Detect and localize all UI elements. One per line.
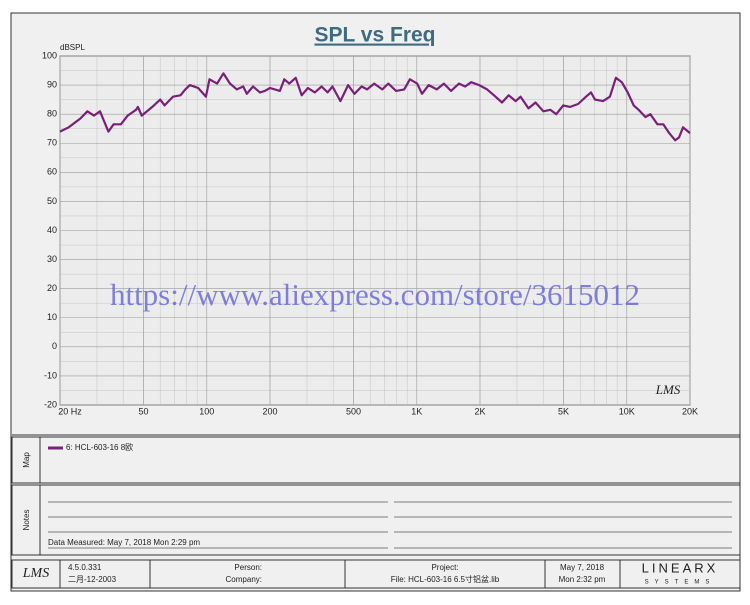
note-lines (48, 501, 732, 549)
notes-label: Notes (22, 510, 31, 531)
y-tick-label: -20 (44, 399, 57, 409)
y-tick-label: 90 (47, 79, 57, 89)
series-line (59, 72, 691, 142)
y-tick-label: 100 (42, 50, 57, 60)
legend-label: 6: HCL-603-16 8欧 (66, 442, 133, 452)
y-tick-label: 70 (47, 138, 57, 148)
date: May 7, 2018 (560, 563, 605, 572)
y-tick-label: 30 (47, 254, 57, 264)
x-tick-label: 5K (558, 406, 569, 416)
y-tick-label: -10 (44, 370, 57, 380)
y-tick-label: 0 (52, 341, 57, 351)
x-tick-label: 20 Hz (58, 406, 82, 416)
watermark: https://www.aliexpress.com/store/3615012 (110, 277, 640, 312)
x-tick-label: 2K (474, 406, 485, 416)
x-tick-label: 1K (411, 406, 422, 416)
build-date: 二月-12-2003 (68, 575, 117, 584)
y-tick-label: 20 (47, 283, 57, 293)
project: Project: (431, 563, 458, 572)
company: Company: (226, 575, 262, 584)
notes-panel (11, 484, 741, 556)
x-tick-label: 100 (199, 406, 214, 416)
brand-sub: SYSTEMS (645, 580, 716, 586)
y-axis-label: dBSPL (60, 43, 85, 52)
y-tick-label: 80 (47, 109, 57, 119)
y-tick-label: 40 (47, 225, 57, 235)
chart-title: SPL vs Freq (315, 24, 436, 47)
map-panel (11, 436, 741, 484)
footer (11, 559, 741, 589)
map-label: Map (22, 452, 31, 468)
file: File: HCL-603-16 6.5寸铝盆.lib (391, 574, 500, 584)
x-tick-label: 200 (262, 406, 277, 416)
x-tick-label: 20K (682, 406, 698, 416)
brand: LINEARX (642, 560, 719, 575)
person: Person: (234, 563, 262, 572)
x-tick-label: 500 (346, 406, 361, 416)
plot-logo: LMS (655, 382, 681, 397)
y-tick-label: 50 (47, 196, 57, 206)
notes-text: Data Measured: May 7, 2018 Mon 2:29 pm (48, 538, 200, 547)
x-tick-label: 10K (619, 406, 635, 416)
x-tick-label: 50 (139, 406, 149, 416)
y-tick-label: 10 (47, 312, 57, 322)
footer-logo: LMS (22, 566, 49, 581)
y-tick-label: 60 (47, 167, 57, 177)
time: Mon 2:32 pm (559, 575, 606, 584)
version: 4.5.0.331 (68, 563, 102, 572)
